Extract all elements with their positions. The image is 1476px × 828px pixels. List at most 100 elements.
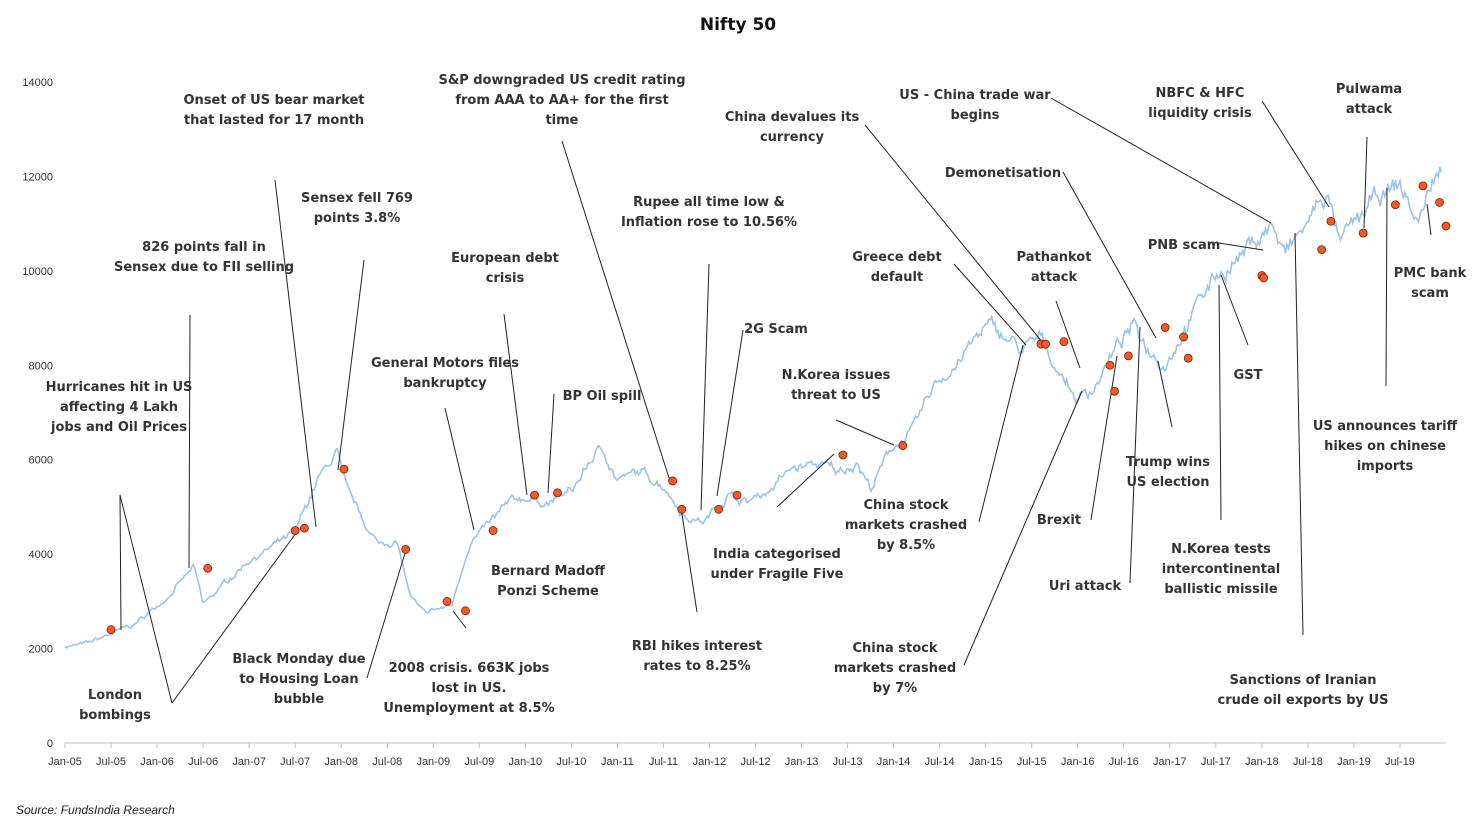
event-marker xyxy=(732,490,742,500)
event-marker xyxy=(1358,228,1368,238)
annotation-label: Black Monday due to Housing Loan bubble xyxy=(232,652,365,707)
annotation-label: Demonetisation xyxy=(945,166,1061,181)
annotation-label: China stock markets crashed by 7% xyxy=(834,641,956,696)
x-tick-label: Jan-17 xyxy=(1153,756,1187,768)
annotation-leader-line xyxy=(680,507,698,613)
event-marker xyxy=(1059,337,1069,347)
annotation-label: Pathankot attack xyxy=(1017,250,1092,285)
annotation-leader-line xyxy=(1050,97,1272,224)
chart-title: Nifty 50 xyxy=(700,15,776,35)
annotation-leader-line xyxy=(1426,203,1432,236)
x-tick-label: Jul-16 xyxy=(1109,756,1139,768)
annotation-leader-line xyxy=(119,494,173,704)
annotation-leader-line xyxy=(1157,360,1173,428)
x-tick-label: Jul-12 xyxy=(741,756,771,768)
x-tick-label: Jan-07 xyxy=(232,756,266,768)
x-tick-label: Jan-14 xyxy=(877,756,911,768)
x-tick-label: Jan-13 xyxy=(785,756,819,768)
x-tick-label: Jan-19 xyxy=(1337,756,1371,768)
y-tick-label: 6000 xyxy=(29,455,53,467)
event-marker xyxy=(553,488,562,498)
annotation-leader-line xyxy=(503,313,528,496)
annotation-label: Greece debt default xyxy=(852,250,941,285)
annotation-label: Bernard Madoff Ponzi Scheme xyxy=(491,564,605,599)
x-tick-label: Jan-12 xyxy=(693,756,727,768)
event-marker xyxy=(1179,332,1189,342)
annotation-label: Sanctions of Iranian crude oil exports by… xyxy=(1218,673,1389,708)
event-marker xyxy=(1326,216,1336,226)
event-marker xyxy=(1041,339,1050,349)
x-tick-label: Jan-06 xyxy=(140,756,174,768)
y-tick-label: 12000 xyxy=(22,171,53,183)
event-marker xyxy=(1317,245,1327,255)
event-marker xyxy=(106,625,116,635)
annotation-label: N.Korea issues threat to US xyxy=(782,368,891,403)
annotation-leader-line xyxy=(444,407,475,531)
event-marker xyxy=(1183,353,1193,363)
annotation-leader-line xyxy=(1090,355,1118,521)
annotation-leader-line xyxy=(1220,274,1249,346)
x-tick-label: Jul-14 xyxy=(925,756,955,768)
event-markers xyxy=(106,181,1451,635)
annotation-leader-line xyxy=(366,549,407,679)
event-marker xyxy=(488,526,498,535)
x-tick-label: Jan-16 xyxy=(1061,756,1095,768)
annotation-leader-line xyxy=(452,610,467,629)
x-tick-label: Jul-19 xyxy=(1385,756,1415,768)
x-tick-label: Jul-09 xyxy=(464,756,494,768)
event-marker xyxy=(442,596,452,606)
annotation-label: PNB scam xyxy=(1148,238,1221,253)
annotations: London bombings Hurricanes hit in US affect… xyxy=(46,73,1467,723)
annotation-label: Pulwama attack xyxy=(1336,82,1402,117)
annotation-leader-line xyxy=(337,259,365,471)
annotation-leader-line xyxy=(1261,100,1330,208)
x-tick-label: Jul-06 xyxy=(188,756,218,768)
y-tick-label: 0 xyxy=(47,738,53,750)
annotation-leader-line xyxy=(171,528,300,704)
x-tick-label: Jul-17 xyxy=(1201,756,1231,768)
x-tick-label: Jul-15 xyxy=(1017,756,1047,768)
event-marker xyxy=(668,476,678,486)
source-note: Source: FundsIndia Research xyxy=(16,803,175,817)
event-marker xyxy=(299,523,309,533)
annotation-leader-line xyxy=(978,344,1024,523)
x-axis: Jan-05 Jul-05 Jan-06 Jul-06 Jan-07 Jul-07 Jan-… xyxy=(48,742,1446,768)
annotation-leader-line xyxy=(547,393,555,494)
event-marker xyxy=(1123,351,1133,361)
x-tick-label: Jul-08 xyxy=(372,756,402,768)
x-tick-label: Jan-05 xyxy=(48,756,82,768)
annotation-label: India categorised under Fragile Five xyxy=(711,547,844,582)
event-marker xyxy=(461,606,470,616)
annotation-leader-line xyxy=(963,390,1083,666)
annotation-label: US - China trade war begins xyxy=(899,88,1051,123)
annotation-leaders xyxy=(119,97,1432,704)
x-tick-label: Jul-10 xyxy=(556,756,586,768)
x-tick-label: Jul-07 xyxy=(280,756,310,768)
event-marker xyxy=(339,464,349,474)
x-tick-label: Jul-13 xyxy=(833,756,863,768)
annotation-leader-line xyxy=(119,494,122,631)
x-tick-label: Jul-11 xyxy=(649,756,678,768)
annotation-leader-line xyxy=(1129,326,1141,584)
event-marker xyxy=(1390,200,1400,210)
annotation-label: Hurricanes hit in US affecting 4 Lakh jobs… xyxy=(46,380,193,435)
y-axis: 0 2000 4000 6000 8000 10000 12000 14000 xyxy=(22,77,53,750)
x-tick-label: Jan-15 xyxy=(969,756,1003,768)
annotation-label: China devalues its currency xyxy=(725,110,860,145)
annotation-leader-line xyxy=(1218,284,1222,521)
annotation-label: PMC bank scam xyxy=(1394,266,1467,301)
annotation-label: RBI hikes interest rates to 8.25% xyxy=(632,639,762,674)
y-tick-label: 2000 xyxy=(29,644,53,656)
annotation-leader-line xyxy=(864,124,1044,344)
annotation-leader-line xyxy=(953,263,1027,346)
event-marker xyxy=(714,504,724,514)
annotation-label: BP Oil spill xyxy=(563,389,642,404)
annotation-leader-line xyxy=(1218,242,1264,251)
annotation-label: European debt crisis xyxy=(451,251,559,286)
annotation-leader-line xyxy=(188,314,191,569)
event-marker xyxy=(530,490,539,500)
annotation-leader-line xyxy=(700,263,710,511)
annotation-leader-line xyxy=(1055,300,1081,369)
event-marker xyxy=(1105,360,1115,370)
event-marker xyxy=(677,504,687,514)
